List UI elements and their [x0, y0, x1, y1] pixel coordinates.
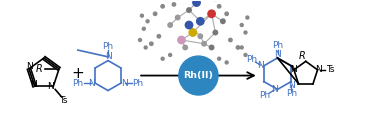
Point: [182, 46, 188, 49]
Text: N: N: [47, 82, 54, 91]
Text: N: N: [121, 79, 128, 87]
Text: N: N: [271, 85, 277, 94]
Text: N: N: [26, 62, 33, 71]
Point: [167, 54, 173, 56]
Point: [139, 15, 145, 17]
Text: Ts: Ts: [59, 96, 68, 105]
Point: [216, 58, 222, 60]
Text: N: N: [288, 81, 294, 90]
Text: R: R: [299, 51, 305, 61]
Point: [209, 13, 215, 15]
Point: [201, 43, 207, 45]
Text: Ph: Ph: [246, 55, 257, 64]
Point: [242, 54, 248, 56]
Text: N: N: [315, 65, 322, 74]
Point: [197, 35, 203, 37]
Text: Rh(II): Rh(II): [183, 71, 214, 80]
Point: [186, 9, 192, 11]
Point: [144, 20, 150, 22]
Point: [216, 5, 222, 7]
Point: [137, 39, 143, 41]
Text: N: N: [105, 52, 112, 61]
Text: Ph: Ph: [286, 89, 297, 98]
Text: Ph: Ph: [132, 79, 144, 87]
Point: [212, 31, 218, 34]
Text: N: N: [30, 80, 37, 89]
Point: [160, 5, 166, 7]
Text: R: R: [36, 64, 43, 74]
Text: Ph: Ph: [272, 42, 283, 51]
Text: N: N: [274, 50, 281, 59]
Point: [235, 46, 241, 49]
Point: [209, 46, 215, 49]
Point: [152, 13, 158, 15]
Point: [190, 31, 196, 34]
Point: [148, 43, 154, 45]
Point: [186, 24, 192, 26]
Text: N: N: [257, 61, 264, 70]
Point: [239, 24, 245, 26]
Point: [171, 3, 177, 6]
Point: [242, 31, 248, 34]
Point: [160, 58, 166, 60]
Point: [228, 39, 234, 41]
Point: [244, 16, 250, 19]
Point: [224, 61, 230, 64]
Text: Ts: Ts: [326, 65, 335, 74]
Point: [224, 13, 230, 15]
Circle shape: [179, 56, 218, 95]
Text: Ph: Ph: [260, 91, 271, 100]
Point: [178, 39, 184, 41]
Point: [167, 24, 173, 26]
Point: [156, 35, 162, 37]
Point: [175, 16, 181, 19]
Text: N: N: [291, 65, 297, 74]
Point: [220, 20, 226, 22]
Text: N: N: [88, 79, 94, 87]
Text: +: +: [71, 66, 84, 81]
Point: [141, 28, 147, 30]
Point: [194, 2, 200, 4]
Text: Ph: Ph: [73, 79, 84, 87]
Text: Ph: Ph: [102, 42, 114, 51]
Point: [197, 20, 203, 22]
Point: [143, 46, 149, 49]
Point: [239, 46, 245, 49]
